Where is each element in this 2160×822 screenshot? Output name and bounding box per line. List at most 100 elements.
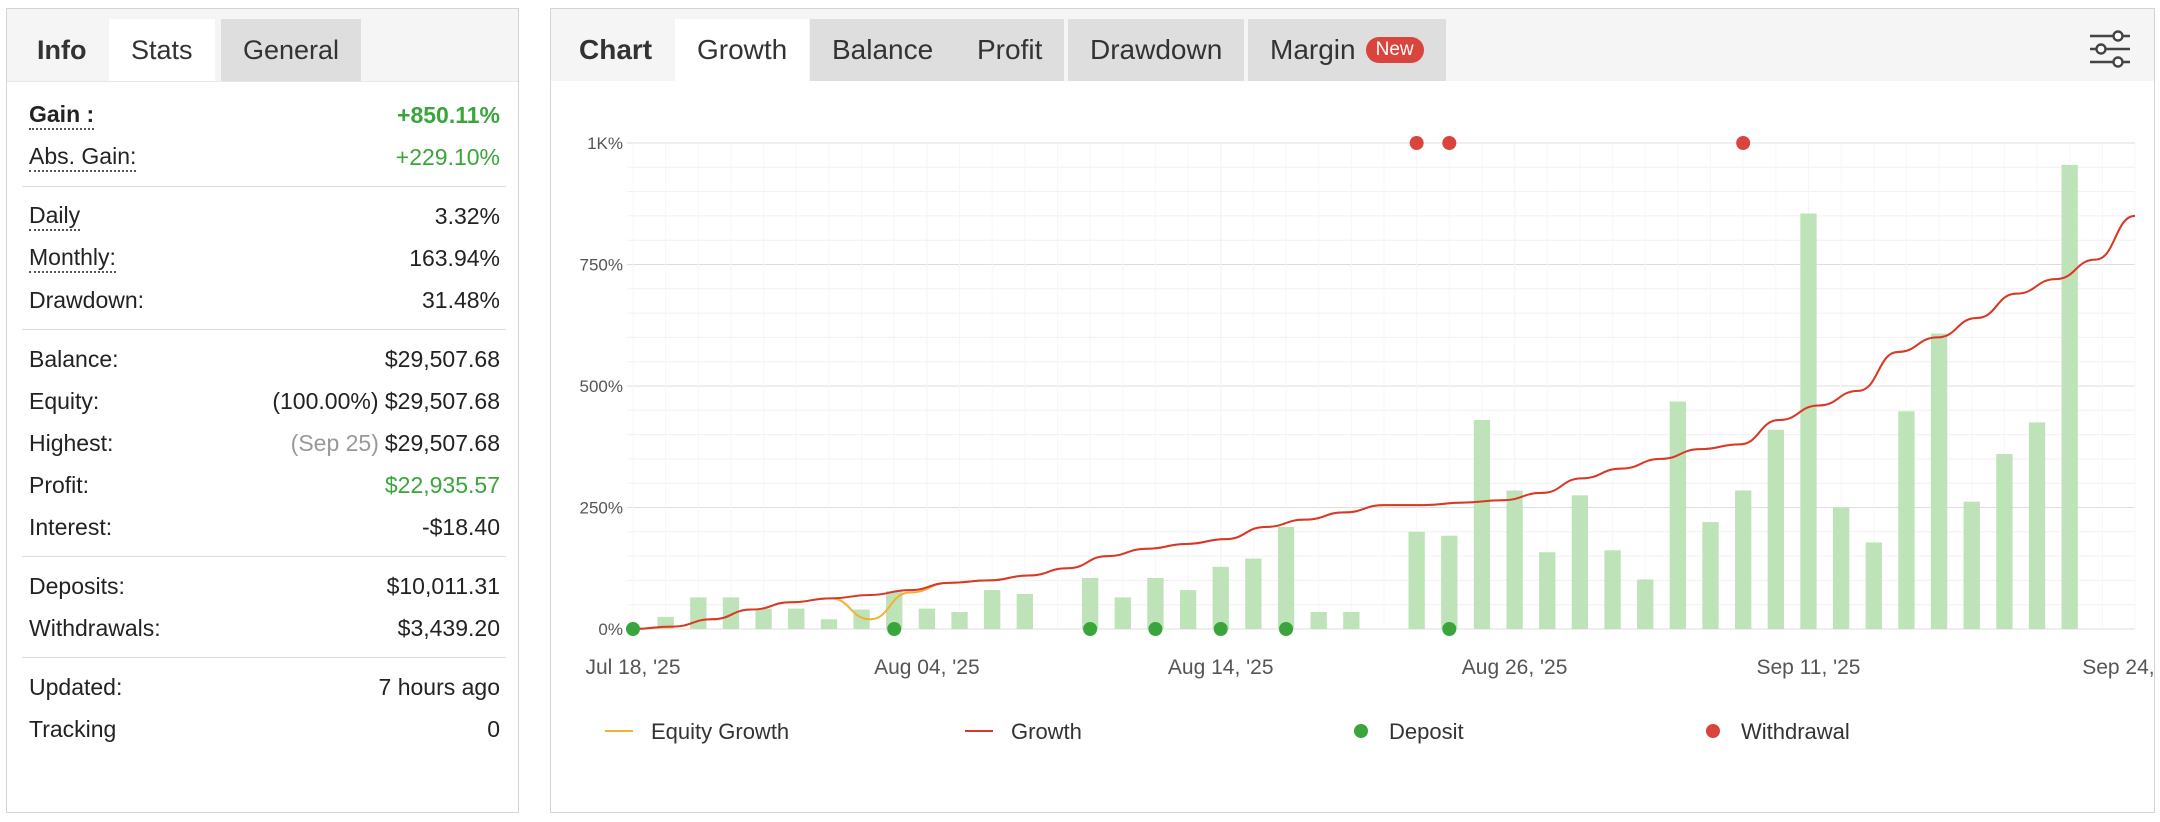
- chart-bar: [1767, 429, 1784, 629]
- balance-value: $29,507.68: [384, 346, 500, 372]
- x-tick-label: Jul 18, '25: [585, 656, 680, 679]
- equity-label: Equity:: [29, 388, 100, 414]
- chart-bar: [1996, 454, 2013, 629]
- stat-gain: Gain : +850.11%: [22, 94, 506, 136]
- chart-bar: [1963, 501, 1980, 629]
- chart-bar: [918, 608, 936, 629]
- deposit-marker: [1279, 622, 1294, 636]
- chart-bar: [755, 608, 772, 629]
- chart-bar: [886, 591, 903, 629]
- y-tick-label: 500%: [580, 377, 623, 396]
- growth-line: [632, 214, 2136, 630]
- deposit-marker: [887, 622, 902, 636]
- highest-value: $29,507.68: [384, 430, 500, 456]
- withdrawals-value: $3,439.20: [397, 615, 500, 641]
- drawdown-value: 31.48%: [421, 287, 500, 313]
- stat-monthly: Monthly: 163.94%: [22, 237, 506, 279]
- daily-label[interactable]: Daily: [29, 201, 81, 231]
- tab-stats[interactable]: Stats: [109, 19, 215, 81]
- divider: [22, 329, 506, 330]
- chart-bar: [1277, 526, 1295, 629]
- tab-drawdown[interactable]: Drawdown: [1068, 19, 1245, 81]
- tab-growth[interactable]: Growth: [675, 19, 810, 81]
- chart-tabbar: Chart Growth Balance Profit Drawdown Mar…: [551, 9, 2154, 81]
- interest-value: -$18.40: [421, 514, 500, 540]
- chart-bar: [1473, 420, 1491, 629]
- tracking-value: 0: [487, 716, 500, 742]
- profit-value: $22,935.57: [384, 472, 500, 498]
- legend-withdrawal: Withdrawal: [1741, 719, 1850, 744]
- chart-bar: [2061, 164, 2078, 629]
- chart-bar: [1735, 490, 1752, 629]
- updated-value: 7 hours ago: [378, 674, 500, 700]
- y-tick-label: 750%: [580, 256, 623, 275]
- chart-bar: [1539, 552, 1556, 629]
- chart-bar: [1865, 542, 1882, 629]
- chart-bar: [1408, 531, 1425, 629]
- highest-label: Highest:: [29, 430, 114, 456]
- x-tick-label: Aug 04, '25: [874, 656, 980, 679]
- x-tick-label: Aug 26, '25: [1462, 656, 1568, 679]
- stat-abs-gain: Abs. Gain: +229.10%: [22, 136, 506, 178]
- divider: [22, 657, 506, 658]
- chart-bar: [984, 590, 1001, 629]
- legend-growth: Growth: [1011, 719, 1082, 744]
- growth-chart: 0% 250% 500% 750% 1K% Jul 18, '25 Aug 04, '25 A…: [580, 134, 2154, 744]
- sliders-icon[interactable]: [2088, 29, 2132, 69]
- stats-list: Gain : +850.11% Abs. Gain: +229.10% Dail…: [7, 82, 518, 750]
- y-tick-label: 250%: [580, 499, 623, 518]
- withdrawal-marker: [1736, 136, 1751, 150]
- updated-label: Updated:: [29, 674, 123, 700]
- stats-panel: Info Stats General Gain : +850.11% Abs. …: [6, 8, 519, 813]
- highest-date: (Sep 25): [290, 430, 379, 456]
- monthly-label[interactable]: Monthly:: [29, 243, 116, 273]
- chart-bar: [1016, 594, 1033, 629]
- stat-updated: Updated: 7 hours ago: [22, 666, 506, 708]
- x-tick-label: Aug 14, '25: [1168, 656, 1274, 679]
- daily-value: 3.32%: [434, 203, 500, 229]
- deposit-marker: [1213, 622, 1228, 636]
- withdrawal-marker: [1442, 136, 1457, 150]
- chart-bar: [1114, 597, 1131, 629]
- withdrawal-marker: [1409, 136, 1424, 150]
- abs-gain-value: +229.10%: [395, 144, 500, 170]
- stat-interest: Interest: -$18.40: [22, 506, 506, 548]
- stat-balance: Balance: $29,507.68: [22, 338, 506, 380]
- gain-value: +850.11%: [397, 102, 500, 128]
- legend-withdrawal-swatch: [1706, 724, 1720, 738]
- balance-label: Balance:: [29, 346, 119, 372]
- tab-profit[interactable]: Profit: [955, 19, 1065, 81]
- stat-daily: Daily 3.32%: [22, 195, 506, 237]
- equity-percent: (100.00%): [272, 388, 379, 414]
- chart-bar: [1637, 579, 1654, 629]
- chart-bar: [1343, 611, 1360, 629]
- tab-general[interactable]: General: [221, 19, 362, 81]
- chart-bar: [1604, 550, 1621, 629]
- gain-label[interactable]: Gain :: [29, 100, 95, 130]
- chart-bar: [1898, 411, 1915, 629]
- monthly-value: 163.94%: [409, 245, 500, 271]
- chart-bar: [820, 619, 838, 629]
- chart-bar: [1147, 577, 1164, 629]
- chart-bar: [788, 608, 805, 629]
- chart-bar: [2028, 422, 2046, 629]
- stat-withdrawals: Withdrawals: $3,439.20: [22, 607, 506, 649]
- drawdown-label: Drawdown:: [29, 287, 145, 313]
- chart-markers: [626, 136, 1751, 636]
- y-tick-label: 0%: [598, 620, 623, 639]
- chart-bar: [722, 597, 740, 629]
- abs-gain-label[interactable]: Abs. Gain:: [29, 142, 137, 172]
- x-tick-label: Sep 24, '25: [2082, 656, 2154, 679]
- tab-chart[interactable]: Chart: [579, 34, 653, 65]
- chart-bar: [1506, 490, 1523, 629]
- chart-bar: [1702, 522, 1719, 629]
- new-badge: New: [1365, 37, 1424, 63]
- chart-bar: [1930, 333, 1948, 629]
- tab-balance[interactable]: Balance: [810, 19, 956, 81]
- highest-value-wrap: (Sep 25) $29,507.68: [291, 422, 500, 464]
- divider: [22, 556, 506, 557]
- x-tick-label: Sep 11, '25: [1756, 656, 1860, 679]
- tab-margin[interactable]: Margin New: [1248, 19, 1446, 81]
- chart-bar: [1800, 213, 1817, 629]
- tab-info[interactable]: Info: [37, 35, 87, 65]
